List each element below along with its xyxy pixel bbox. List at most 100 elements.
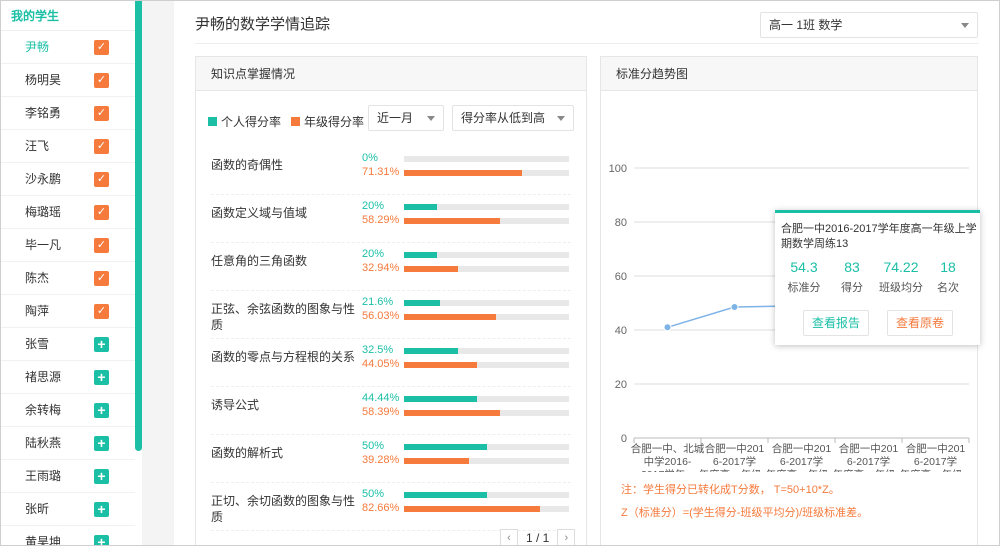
sidebar-scrollbar[interactable] xyxy=(135,1,142,451)
grade-rate-fill xyxy=(404,506,541,512)
tooltip-stat-class-average: 74.22 班级均分 xyxy=(877,259,925,295)
checkbox-checked-icon[interactable]: ✓ xyxy=(94,205,109,220)
period-select-value: 近一月 xyxy=(377,111,414,125)
x-tick-label: 合肥一中201 xyxy=(705,442,765,455)
prev-page-button[interactable]: ‹ xyxy=(500,529,518,545)
student-item[interactable]: 陆秋燕 + xyxy=(1,427,135,460)
view-report-button[interactable]: 查看报告 xyxy=(803,310,870,336)
main-content: 尹畅的数学学情追踪 高一 1班 数学 知识点掌握情况 个人得分率 年级得分率 近… xyxy=(174,1,999,545)
student-item[interactable]: 陶萍 ✓ xyxy=(1,295,135,328)
x-tick-label: 合肥一中、北城 xyxy=(631,442,705,455)
knowledge-point-row: 正弦、余弦函数的图象与性质 21.6% 56.03% xyxy=(211,293,571,339)
student-item[interactable]: 余转梅 + xyxy=(1,394,135,427)
y-tick-label: 0 xyxy=(621,433,627,445)
student-name: 梅璐瑶 xyxy=(25,205,62,219)
student-name: 张昕 xyxy=(25,502,50,516)
x-tick-label: 合肥一中201 xyxy=(906,442,966,455)
x-tick-label: 年度高一年级... xyxy=(900,468,972,472)
add-icon[interactable]: + xyxy=(94,403,109,418)
legend-personal: 个人得分率 xyxy=(208,113,281,130)
add-icon[interactable]: + xyxy=(94,502,109,517)
knowledge-point-name: 正切、余切函数的图象与性质 xyxy=(211,494,356,524)
note-z-score: Z（标准分）=(学生得分-班级平均分)/班级标准差。 xyxy=(621,507,869,519)
add-icon[interactable]: + xyxy=(94,469,109,484)
personal-rate-fill xyxy=(404,348,458,354)
knowledge-panel-title: 知识点掌握情况 xyxy=(196,57,586,91)
class-subject-select[interactable]: 高一 1班 数学 xyxy=(760,12,978,38)
grade-rate: 58.29% xyxy=(362,214,400,226)
checkbox-checked-icon[interactable]: ✓ xyxy=(94,172,109,187)
period-select[interactable]: 近一月 xyxy=(368,105,444,131)
checkbox-checked-icon[interactable]: ✓ xyxy=(94,139,109,154)
personal-rate-bar xyxy=(404,444,569,450)
personal-rate-bar xyxy=(404,396,569,402)
stat-value: 83 xyxy=(844,259,860,275)
grade-rate-fill xyxy=(404,266,459,272)
checkbox-checked-icon[interactable]: ✓ xyxy=(94,304,109,319)
grade-rate-bar xyxy=(404,314,569,320)
trend-panel: 标准分趋势图 0 20 40 60 80 100 合肥一中、北城中学2016-2017学年.… xyxy=(600,56,980,545)
knowledge-point-name: 函数的解析式 xyxy=(211,446,284,460)
y-tick-label: 60 xyxy=(615,271,627,283)
knowledge-point-name: 正弦、余弦函数的图象与性质 xyxy=(211,302,356,332)
student-item[interactable]: 毕一凡 ✓ xyxy=(1,229,135,262)
checkbox-checked-icon[interactable]: ✓ xyxy=(94,40,109,55)
add-icon[interactable]: + xyxy=(94,337,109,352)
legend-grade: 年级得分率 xyxy=(291,113,364,130)
knowledge-point-name: 函数的奇偶性 xyxy=(211,158,284,172)
trend-panel-title: 标准分趋势图 xyxy=(601,57,977,91)
personal-rate-bar xyxy=(404,492,569,498)
knowledge-point-row: 函数的零点与方程根的关系 32.5% 44.05% xyxy=(211,341,571,387)
grade-rate-bar xyxy=(404,410,569,416)
grade-rate-bar xyxy=(404,362,569,368)
student-name: 张雪 xyxy=(25,337,50,351)
student-item[interactable]: 张雪 + xyxy=(1,328,135,361)
student-item[interactable]: 陈杰 ✓ xyxy=(1,262,135,295)
y-tick-label: 20 xyxy=(615,379,627,391)
stat-label: 班级均分 xyxy=(879,282,923,294)
grade-rate: 71.31% xyxy=(362,166,400,178)
student-name: 陆秋燕 xyxy=(25,436,62,450)
student-item[interactable]: 张昕 + xyxy=(1,493,135,526)
exam-tooltip: 合肥一中2016-2017学年度高一年级上学期数学周练13 54.3 标准分 8… xyxy=(775,210,980,345)
student-name: 陶萍 xyxy=(25,304,50,318)
personal-rate: 0% xyxy=(362,152,378,164)
add-icon[interactable]: + xyxy=(94,370,109,385)
student-item[interactable]: 李铭勇 ✓ xyxy=(1,97,135,130)
grade-rate-bar xyxy=(404,266,569,272)
add-icon[interactable]: + xyxy=(94,436,109,451)
student-item[interactable]: 王雨璐 + xyxy=(1,460,135,493)
stat-label: 得分 xyxy=(841,282,863,294)
view-paper-button[interactable]: 查看原卷 xyxy=(887,310,954,336)
grade-rate-fill xyxy=(404,314,497,320)
student-item[interactable]: 汪飞 ✓ xyxy=(1,130,135,163)
checkbox-checked-icon[interactable]: ✓ xyxy=(94,238,109,253)
knowledge-point-row: 诱导公式 44.44% 58.39% xyxy=(211,389,571,435)
personal-rate-fill xyxy=(404,396,478,402)
sort-select-value: 得分率从低到高 xyxy=(461,111,546,125)
student-item[interactable]: 禇思源 + xyxy=(1,361,135,394)
student-item[interactable]: 黄昊坤 + xyxy=(1,526,135,545)
page-title: 尹畅的数学学情追踪 xyxy=(195,16,331,33)
checkbox-checked-icon[interactable]: ✓ xyxy=(94,73,109,88)
personal-rate: 20% xyxy=(362,200,385,212)
sort-select[interactable]: 得分率从低到高 xyxy=(452,105,574,131)
next-page-button[interactable]: › xyxy=(557,529,576,545)
student-item[interactable]: 沙永鹏 ✓ xyxy=(1,163,135,196)
student-item[interactable]: 梅璐瑶 ✓ xyxy=(1,196,135,229)
add-icon[interactable]: + xyxy=(94,535,109,545)
student-item[interactable]: 杨明昊 ✓ xyxy=(1,64,135,97)
grade-rate: 32.94% xyxy=(362,262,400,274)
grade-rate-bar xyxy=(404,506,569,512)
knowledge-point-row: 函数的奇偶性 0% 71.31% xyxy=(211,149,571,195)
student-item[interactable]: 尹畅 ✓ xyxy=(1,31,135,64)
checkbox-checked-icon[interactable]: ✓ xyxy=(94,106,109,121)
personal-rate: 32.5% xyxy=(362,344,394,356)
checkbox-checked-icon[interactable]: ✓ xyxy=(94,271,109,286)
grade-rate: 56.03% xyxy=(362,310,400,322)
student-name: 禇思源 xyxy=(25,370,62,384)
grade-rate: 44.05% xyxy=(362,358,400,370)
student-name: 尹畅 xyxy=(25,40,50,54)
grade-rate-fill xyxy=(404,218,501,224)
